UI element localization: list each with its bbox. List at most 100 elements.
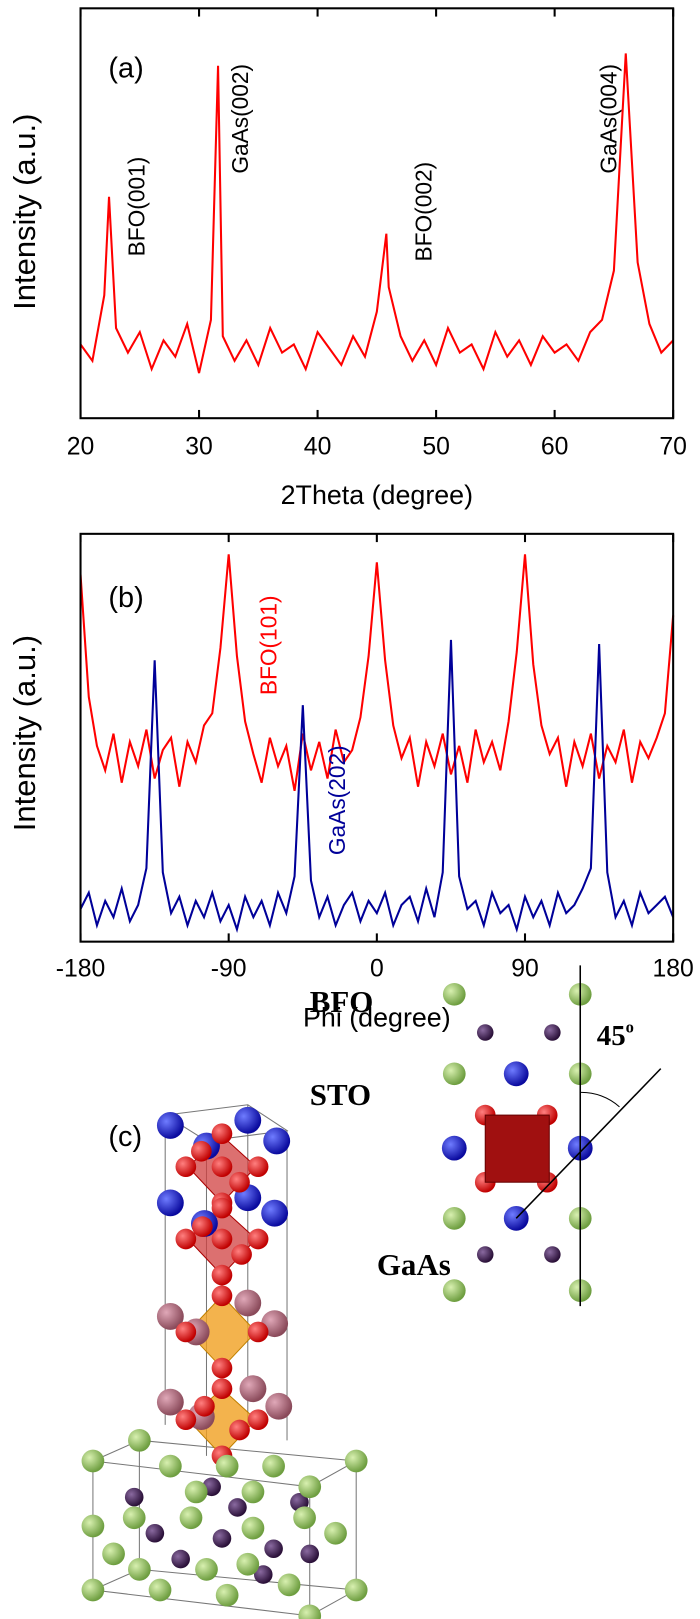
atom bbox=[298, 1475, 322, 1499]
x-tick-label: 0 bbox=[370, 956, 384, 983]
atom bbox=[211, 1285, 233, 1307]
annotation: GaAs(004) bbox=[595, 64, 621, 174]
x-tick-label: 180 bbox=[652, 956, 693, 983]
atom bbox=[194, 1395, 215, 1417]
atom bbox=[158, 1454, 182, 1478]
atom bbox=[81, 1514, 105, 1538]
x-axis-title: 2Theta (degree) bbox=[281, 480, 473, 510]
square bbox=[484, 1114, 550, 1183]
atom bbox=[262, 1454, 285, 1478]
atom bbox=[156, 1189, 184, 1217]
atom bbox=[344, 1578, 368, 1602]
atom bbox=[442, 1279, 466, 1302]
charts: 20 30 40 50 60 70 2Theta (degree) Intensity (a.… bbox=[7, 7, 694, 1032]
atom bbox=[544, 1024, 561, 1041]
x-tick-label: -90 bbox=[211, 956, 247, 983]
atom bbox=[128, 1428, 151, 1452]
atom bbox=[81, 1578, 105, 1602]
atom bbox=[239, 1375, 267, 1403]
data-line bbox=[79, 554, 675, 791]
x-tick-label: 70 bbox=[659, 433, 687, 460]
atom bbox=[175, 1409, 197, 1431]
atom bbox=[344, 1449, 368, 1473]
atom bbox=[247, 1321, 269, 1343]
atom bbox=[293, 1506, 316, 1530]
x-tick-label: 90 bbox=[511, 956, 539, 983]
data-line bbox=[79, 639, 675, 934]
atom bbox=[81, 1449, 105, 1473]
atom bbox=[236, 1552, 260, 1576]
x-tick-label: -180 bbox=[56, 956, 106, 983]
panel-label: (c) bbox=[108, 1121, 142, 1153]
atom bbox=[122, 1506, 146, 1530]
atom bbox=[175, 1321, 197, 1343]
atom bbox=[476, 1246, 494, 1263]
data-line bbox=[79, 53, 674, 374]
atom bbox=[211, 1123, 233, 1145]
atom bbox=[102, 1542, 125, 1566]
atom bbox=[192, 1216, 213, 1237]
atom bbox=[265, 1392, 293, 1420]
atom bbox=[253, 1565, 273, 1584]
y-axis-title: Intensity (a.u.) bbox=[7, 114, 42, 310]
atom bbox=[234, 1289, 262, 1317]
atom bbox=[261, 1199, 289, 1227]
atom bbox=[156, 1388, 184, 1416]
atom bbox=[211, 1228, 233, 1250]
atom bbox=[215, 1454, 239, 1478]
atom bbox=[247, 1409, 269, 1431]
atom bbox=[234, 1106, 262, 1134]
annotation: BFO(001) bbox=[124, 157, 150, 257]
atom bbox=[241, 1480, 265, 1504]
atom bbox=[175, 1228, 197, 1250]
atom bbox=[156, 1112, 184, 1139]
atom bbox=[128, 1558, 151, 1581]
x-tick-label: 40 bbox=[304, 433, 332, 460]
atom bbox=[124, 1487, 144, 1507]
atom bbox=[175, 1156, 197, 1178]
atom bbox=[442, 1206, 466, 1230]
label-gaas: GaAs bbox=[377, 1247, 451, 1282]
annotation: BFO(002) bbox=[411, 162, 437, 262]
atom bbox=[442, 1062, 466, 1086]
atom bbox=[156, 1303, 184, 1330]
atom bbox=[211, 1156, 233, 1178]
annotation: GaAs(202) bbox=[324, 745, 350, 855]
annotation: BFO(101) bbox=[256, 596, 282, 696]
atom bbox=[247, 1228, 269, 1250]
atom bbox=[179, 1506, 203, 1530]
atom bbox=[171, 1549, 190, 1569]
atom bbox=[184, 1480, 208, 1504]
atom bbox=[229, 1171, 250, 1193]
x-axis-title: Phi (degree) bbox=[303, 1002, 451, 1032]
atom bbox=[277, 1573, 301, 1597]
atom bbox=[215, 1583, 239, 1607]
annotation: (a) bbox=[108, 52, 143, 84]
x-tick-label: 50 bbox=[422, 433, 450, 460]
atom bbox=[191, 1140, 212, 1162]
atom bbox=[212, 1529, 232, 1548]
atom bbox=[544, 1246, 561, 1263]
atom bbox=[148, 1578, 172, 1602]
plot-frame bbox=[79, 7, 675, 420]
atom bbox=[211, 1378, 233, 1400]
atom bbox=[298, 1604, 322, 1619]
label-sto: STO bbox=[310, 1077, 371, 1112]
atom bbox=[228, 1498, 247, 1517]
angle-sup: o bbox=[626, 1018, 634, 1037]
angle-label: 45o bbox=[597, 1018, 634, 1052]
atom bbox=[211, 1197, 233, 1219]
atom bbox=[503, 1061, 529, 1087]
x-tick-label: 20 bbox=[67, 433, 95, 460]
atom bbox=[263, 1127, 291, 1155]
plot-frame bbox=[79, 532, 675, 943]
annotation: (b) bbox=[108, 582, 143, 614]
y-axis-title: Intensity (a.u.) bbox=[7, 635, 42, 831]
atom bbox=[211, 1357, 233, 1379]
atom bbox=[247, 1156, 269, 1178]
annotation: GaAs(002) bbox=[227, 64, 253, 174]
atom bbox=[241, 1516, 265, 1540]
atom bbox=[264, 1539, 283, 1559]
label-bfo: BFO bbox=[310, 984, 374, 1019]
